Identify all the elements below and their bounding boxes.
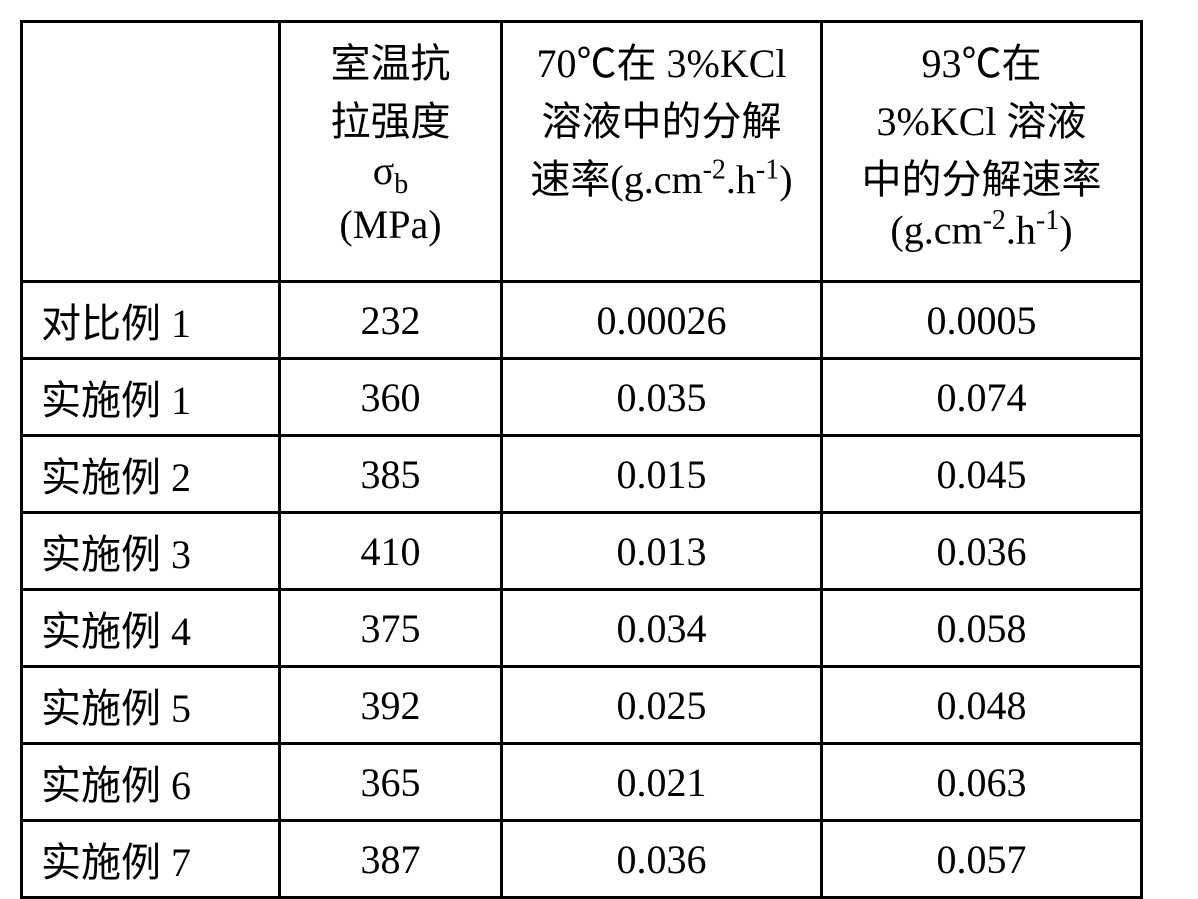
cell-rate93: 0.057 [822, 821, 1142, 898]
header-rate70-end: ) [779, 157, 792, 202]
table-row: 对比例 1 232 0.00026 0.0005 [22, 282, 1142, 359]
header-strength-sigma: σ [373, 148, 395, 193]
header-strength-unit: (MPa) [339, 202, 441, 247]
table-row: 实施例 7 387 0.036 0.057 [22, 821, 1142, 898]
cell-label: 实施例 3 [22, 513, 280, 590]
data-table: 室温抗 拉强度 σb (MPa) 70℃在 3%KCl 溶液中的分解 速率(g.… [20, 20, 1143, 899]
header-strength-line2: 拉强度 [331, 99, 451, 144]
cell-strength: 385 [280, 436, 502, 513]
header-strength-sub: b [394, 169, 408, 200]
header-rate93-sup2: -1 [1036, 205, 1059, 236]
header-rate70-line2: 溶液中的分解 [542, 99, 782, 144]
cell-rate93: 0.058 [822, 590, 1142, 667]
cell-strength: 365 [280, 744, 502, 821]
cell-label: 实施例 1 [22, 359, 280, 436]
header-strength-line1: 室温抗 [331, 41, 451, 86]
cell-rate93: 0.074 [822, 359, 1142, 436]
cell-rate93: 0.045 [822, 436, 1142, 513]
cell-strength: 232 [280, 282, 502, 359]
table-row: 实施例 5 392 0.025 0.048 [22, 667, 1142, 744]
cell-strength: 360 [280, 359, 502, 436]
cell-strength: 392 [280, 667, 502, 744]
cell-rate70: 0.015 [502, 436, 822, 513]
table-row: 实施例 1 360 0.035 0.074 [22, 359, 1142, 436]
cell-rate70: 0.00026 [502, 282, 822, 359]
table-row: 实施例 3 410 0.013 0.036 [22, 513, 1142, 590]
header-rate93-line1: 93℃在 [922, 41, 1042, 86]
table-body: 对比例 1 232 0.00026 0.0005 实施例 1 360 0.035… [22, 282, 1142, 898]
cell-rate70: 0.034 [502, 590, 822, 667]
cell-rate70: 0.021 [502, 744, 822, 821]
cell-rate93: 0.063 [822, 744, 1142, 821]
cell-rate70: 0.036 [502, 821, 822, 898]
cell-rate93: 0.036 [822, 513, 1142, 590]
cell-label: 实施例 7 [22, 821, 280, 898]
header-rate70-mid: .h [726, 157, 756, 202]
header-rate93-end: ) [1059, 207, 1072, 252]
cell-rate70: 0.013 [502, 513, 822, 590]
header-rate70-line1: 70℃在 3%KCl [537, 41, 787, 86]
header-rate70-line3-pre: 速率(g.cm [530, 157, 702, 202]
header-rate93-line4-pre: (g.cm [890, 207, 982, 252]
header-rate70-sup1: -2 [703, 155, 726, 186]
header-rate70: 70℃在 3%KCl 溶液中的分解 速率(g.cm-2.h-1) [502, 22, 822, 282]
cell-rate93: 0.0005 [822, 282, 1142, 359]
table-row: 实施例 6 365 0.021 0.063 [22, 744, 1142, 821]
header-rate93-line3: 中的分解速率 [862, 157, 1102, 202]
table-row: 实施例 4 375 0.034 0.058 [22, 590, 1142, 667]
cell-strength: 387 [280, 821, 502, 898]
cell-strength: 410 [280, 513, 502, 590]
header-rate93-line2: 3%KCl 溶液 [877, 99, 1087, 144]
header-row: 室温抗 拉强度 σb (MPa) 70℃在 3%KCl 溶液中的分解 速率(g.… [22, 22, 1142, 282]
cell-strength: 375 [280, 590, 502, 667]
cell-rate70: 0.035 [502, 359, 822, 436]
header-rate93-mid: .h [1006, 207, 1036, 252]
cell-rate93: 0.048 [822, 667, 1142, 744]
header-rate93-sup1: -2 [983, 205, 1006, 236]
cell-label: 实施例 6 [22, 744, 280, 821]
header-rate70-sup2: -1 [756, 155, 779, 186]
header-strength: 室温抗 拉强度 σb (MPa) [280, 22, 502, 282]
cell-label: 实施例 5 [22, 667, 280, 744]
header-label [22, 22, 280, 282]
cell-label: 实施例 2 [22, 436, 280, 513]
cell-label: 对比例 1 [22, 282, 280, 359]
header-rate93: 93℃在 3%KCl 溶液 中的分解速率 (g.cm-2.h-1) [822, 22, 1142, 282]
cell-label: 实施例 4 [22, 590, 280, 667]
table-row: 实施例 2 385 0.015 0.045 [22, 436, 1142, 513]
cell-rate70: 0.025 [502, 667, 822, 744]
